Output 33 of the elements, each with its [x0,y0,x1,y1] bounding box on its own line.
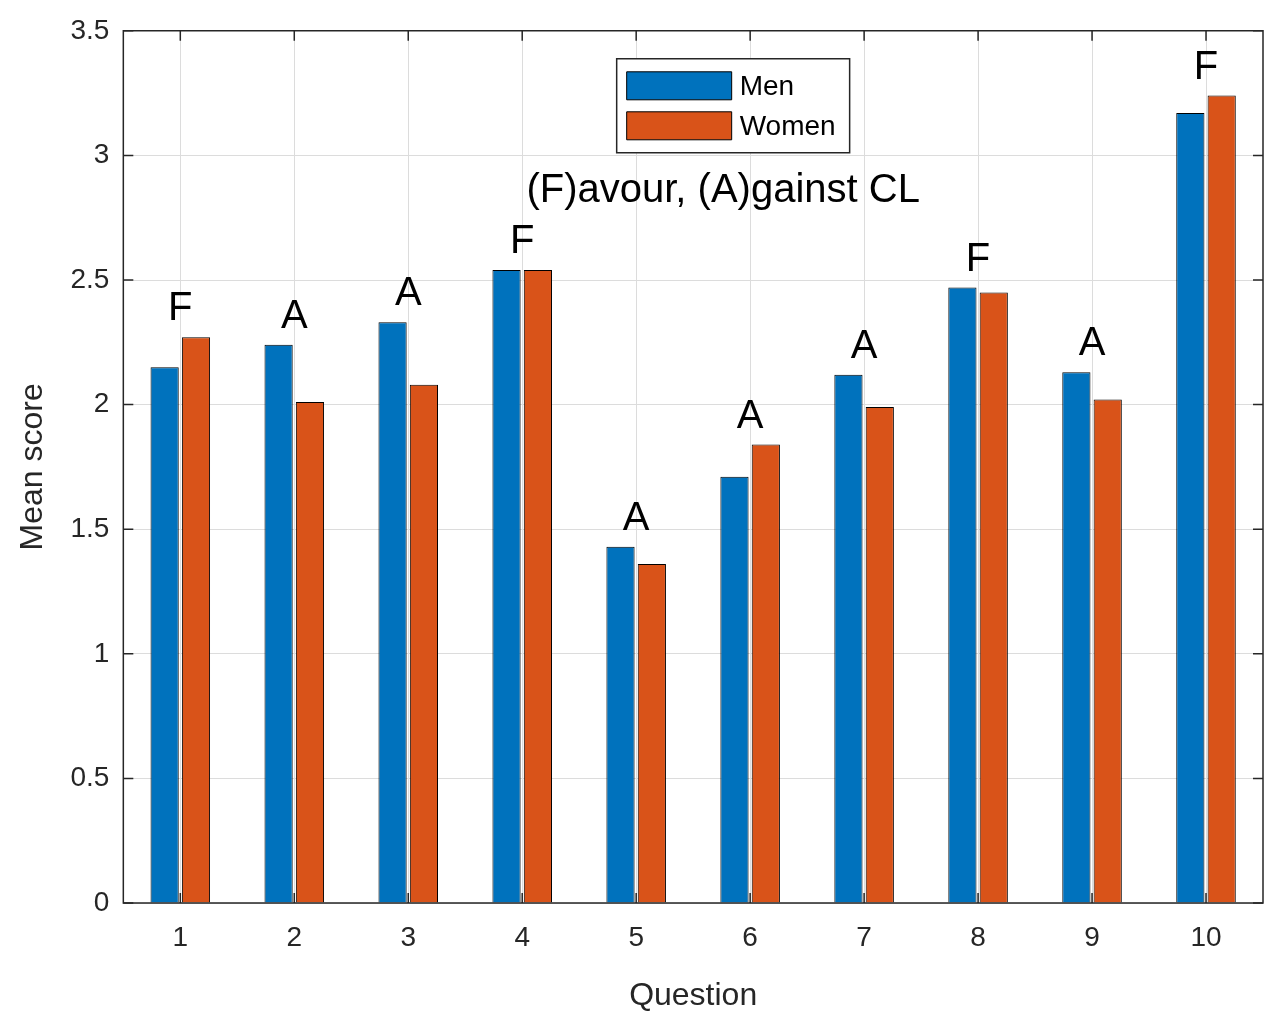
y-tick-label: 3.5 [70,13,110,45]
y-tick-label: 2 [93,387,110,419]
x-tick-label: 3 [400,920,417,952]
y-tick-label: 1.5 [70,511,110,543]
x-tick-label: 8 [970,920,986,952]
y-tick-label: 3 [93,138,110,170]
x-axis-title: Question [629,975,758,1012]
x-tick-label: 1 [172,920,189,952]
y-axis-title: Mean score [13,383,50,551]
x-tick-label: 5 [628,920,644,952]
x-tick-label: 9 [1084,920,1100,952]
y-tick-label: 2.5 [70,262,110,294]
annotation: A [622,493,650,538]
y-tick-label: 0 [93,885,110,917]
y-tick-label: 1 [93,636,110,668]
annotation: A [394,269,422,314]
annotation: A [736,391,764,436]
x-tick-label: 6 [742,920,758,952]
annotation: (F)avour, (A)gainst CL [526,165,920,210]
x-tick-label: 2 [286,920,303,952]
annotation: F [168,284,193,329]
legend-label: Men [739,69,795,101]
y-tick-label: 0.5 [70,761,110,793]
annotation: F [509,217,535,262]
x-tick-label: 10 [1190,920,1222,952]
annotation: F [965,234,991,279]
x-tick-label: 7 [856,920,872,952]
annotation: A [850,321,878,366]
x-tick-label: 4 [514,920,530,952]
annotation: A [1078,319,1106,364]
annotation: A [280,291,308,336]
legend-label: Women [739,109,836,141]
annotation: F [1193,42,1219,87]
